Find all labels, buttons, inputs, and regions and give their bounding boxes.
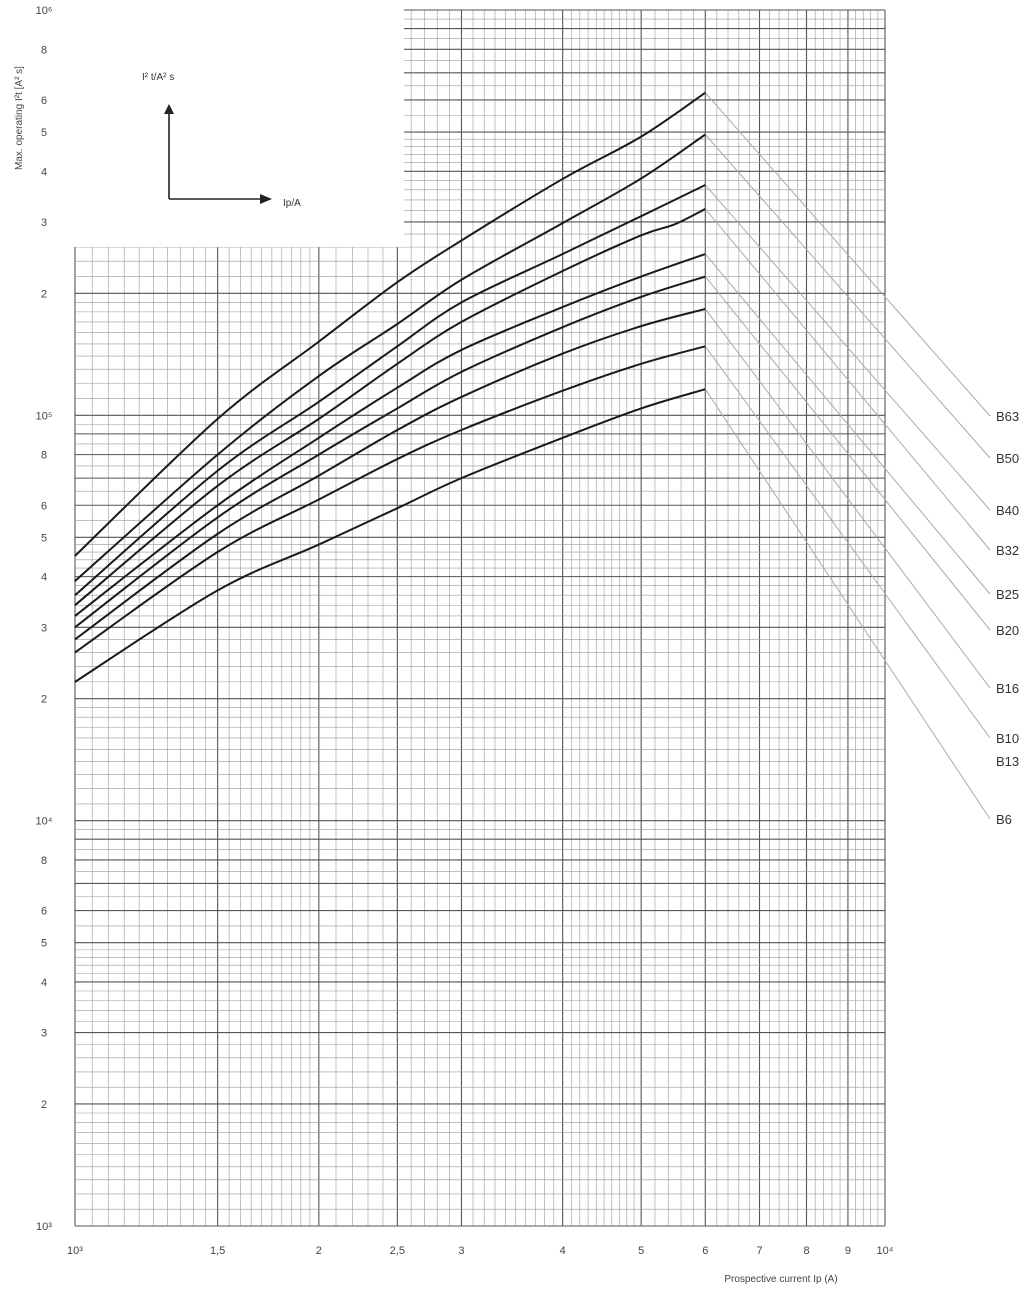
- leader-line-b50: [704, 134, 991, 459]
- leader-line-b63: [704, 92, 991, 417]
- series-label-b6: B6: [996, 812, 1012, 827]
- x-tick-label: 8: [803, 1245, 809, 1257]
- inset-background: [74, 9, 404, 247]
- y-tick-label: 3: [41, 1028, 47, 1040]
- series-end-labels: B63 B50 B40 B32 B25 B20 B16 B10 B13 B6: [996, 409, 1019, 827]
- y-tick-label: 8: [41, 450, 47, 462]
- inset-legend: I² t/A² s Ip/A: [74, 9, 404, 247]
- y-tick-label: 6: [41, 906, 47, 918]
- series-line-b6: [74, 388, 706, 683]
- series-label-b16: B16: [996, 681, 1019, 696]
- x-tick-label: 5: [638, 1245, 644, 1257]
- x-tick-label: 2,5: [390, 1245, 405, 1257]
- y-tick-label: 2: [41, 288, 47, 300]
- x-tick-label: 3: [458, 1245, 464, 1257]
- x-tick-labels: 10³ 1,5 2 2,5 3 4 5 6 7 8 9 10⁴: [67, 1245, 894, 1257]
- y-tick-label: 10³: [36, 1221, 52, 1233]
- y-tick-label: 5: [41, 532, 47, 544]
- x-tick-label: 9: [845, 1245, 851, 1257]
- leader-line-b6: [704, 388, 991, 820]
- y-tick-label: 10⁵: [36, 410, 53, 422]
- y-tick-label: 8: [41, 44, 47, 56]
- y-tick-label: 5: [41, 938, 47, 950]
- series-line-b10: [74, 345, 706, 654]
- leader-line-b10: [704, 346, 991, 739]
- x-tick-label: 6: [702, 1245, 708, 1257]
- x-tick-label: 4: [560, 1245, 566, 1257]
- leader-line-b40: [704, 184, 991, 511]
- series-line-b20: [74, 275, 706, 629]
- y-tick-label: 5: [41, 127, 47, 139]
- leader-line-b16: [704, 308, 991, 689]
- inset-y-arrow-head: [164, 104, 174, 114]
- leader-line-b25: [704, 253, 991, 595]
- inset-y-label: I² t/A² s: [142, 72, 174, 83]
- y-tick-label: 10⁶: [36, 5, 53, 17]
- series-label-b13: B13: [996, 754, 1019, 769]
- series-line-b25: [74, 253, 706, 617]
- series-line-b32: [74, 208, 706, 607]
- y-tick-label: 4: [41, 977, 47, 989]
- y-tick-labels: 10³ 2 3 4 5 6 8 10⁴ 2 3 4 5 6 8 10⁵ 2 3 4 5 6 8 10⁶: [36, 5, 53, 1233]
- leader-lines: [704, 92, 991, 820]
- series-label-b40: B40: [996, 503, 1019, 518]
- y-tick-label: 2: [41, 1099, 47, 1111]
- y-axis-title: Max. operating I²t [A² s]: [14, 66, 25, 170]
- y-tick-label: 6: [41, 95, 47, 107]
- series-label-b10: B10: [996, 731, 1019, 746]
- x-tick-label: 2: [316, 1245, 322, 1257]
- leader-line-b20: [704, 276, 991, 631]
- y-tick-label: 6: [41, 500, 47, 512]
- series-label-b63: B63: [996, 409, 1019, 424]
- series-label-b25: B25: [996, 587, 1019, 602]
- y-tick-label: 2: [41, 694, 47, 706]
- series-line-b50: [74, 133, 706, 582]
- y-tick-label: 10⁴: [36, 816, 53, 828]
- grid: [74, 9, 886, 1227]
- inset-x-label: Ip/A: [283, 198, 301, 209]
- y-tick-label: 4: [41, 166, 47, 178]
- series-line-b40: [74, 184, 706, 596]
- inset-x-arrow-head: [260, 194, 272, 204]
- y-tick-label: 3: [41, 622, 47, 634]
- x-tick-label: 1,5: [210, 1245, 225, 1257]
- series-label-b50: B50: [996, 451, 1019, 466]
- x-tick-label: 10⁴: [877, 1245, 894, 1257]
- y-tick-label: 3: [41, 217, 47, 229]
- x-axis-title: Prospective current Ip (A): [724, 1274, 837, 1285]
- series-curves: [74, 91, 706, 683]
- series-label-b32: B32: [996, 543, 1019, 558]
- series-line-b16: [74, 307, 706, 641]
- series-label-b20: B20: [996, 623, 1019, 638]
- series-line-b63: [74, 91, 706, 557]
- y-tick-label: 8: [41, 855, 47, 867]
- x-tick-label: 10³: [67, 1245, 83, 1257]
- leader-line-b32: [704, 208, 991, 551]
- x-tick-label: 7: [756, 1245, 762, 1257]
- y-tick-label: 4: [41, 572, 47, 584]
